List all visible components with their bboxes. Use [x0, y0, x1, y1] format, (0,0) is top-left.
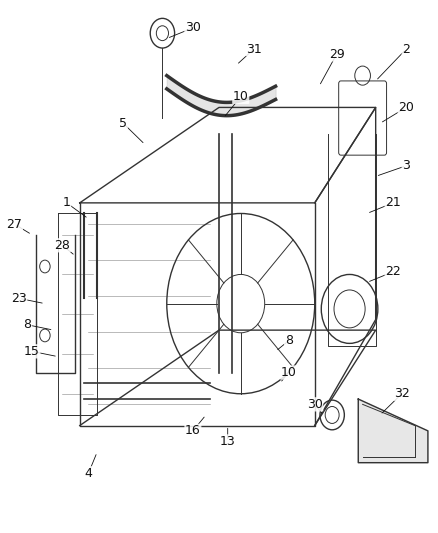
Text: 15: 15 — [24, 345, 40, 358]
Text: 13: 13 — [220, 435, 236, 448]
Text: 3: 3 — [402, 159, 410, 172]
Polygon shape — [358, 399, 428, 463]
Text: 1: 1 — [63, 196, 71, 209]
Text: 16: 16 — [185, 424, 201, 438]
Text: 30: 30 — [307, 398, 323, 411]
Text: 21: 21 — [385, 196, 401, 209]
Text: 8: 8 — [24, 318, 32, 332]
Text: 2: 2 — [402, 43, 410, 55]
Text: 20: 20 — [398, 101, 414, 114]
Text: 30: 30 — [185, 21, 201, 35]
Text: 23: 23 — [11, 292, 27, 305]
Text: 8: 8 — [285, 334, 293, 347]
Text: 4: 4 — [85, 467, 92, 480]
Text: 32: 32 — [394, 387, 410, 400]
Text: 5: 5 — [119, 117, 127, 130]
Text: 10: 10 — [281, 366, 297, 379]
Text: 28: 28 — [54, 239, 70, 252]
Text: 10: 10 — [233, 90, 249, 103]
Text: 27: 27 — [7, 217, 22, 231]
Text: 29: 29 — [328, 48, 344, 61]
Text: 22: 22 — [385, 265, 401, 278]
Text: 31: 31 — [246, 43, 261, 55]
